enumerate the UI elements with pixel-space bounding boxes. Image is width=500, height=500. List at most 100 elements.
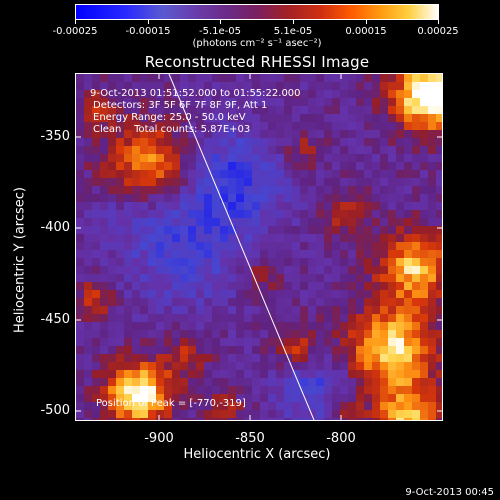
heatmap-cell (428, 98, 436, 106)
colorbar-label: 0.00025 (417, 26, 459, 37)
heatmap-cell (324, 202, 332, 210)
heatmap-cell (116, 114, 124, 122)
heatmap-cell (388, 114, 396, 122)
heatmap-cell (380, 378, 388, 386)
heatmap-cell (308, 394, 316, 402)
heatmap-cell (84, 402, 92, 410)
heatmap-cell (300, 250, 308, 258)
heatmap-cell (412, 154, 420, 162)
heatmap-cell (260, 114, 268, 122)
heatmap-cell (284, 98, 292, 106)
heatmap-cell (132, 194, 140, 202)
heatmap-cell (388, 234, 396, 242)
heatmap-cell (100, 138, 108, 146)
heatmap-cell (204, 378, 212, 386)
heatmap-cell (164, 82, 172, 90)
heatmap-cell (172, 130, 180, 138)
heatmap-cell (212, 386, 220, 394)
heatmap-cell (404, 370, 412, 378)
heatmap-cell (412, 146, 420, 154)
heatmap-cell (204, 314, 212, 322)
heatmap-cell (92, 90, 100, 98)
heatmap-cell (108, 346, 116, 354)
heatmap-cell (332, 410, 340, 418)
heatmap-cell (340, 298, 348, 306)
heatmap-cell (116, 106, 124, 114)
heatmap-cell (340, 186, 348, 194)
heatmap-cell (132, 362, 140, 370)
heatmap-cell (140, 170, 148, 178)
heatmap-cell (156, 394, 164, 402)
heatmap-cell (188, 162, 196, 170)
heatmap-cell (212, 418, 220, 420)
heatmap-cell (164, 394, 172, 402)
heatmap-cell (356, 418, 364, 420)
heatmap-cell (196, 418, 204, 420)
heatmap-cell (428, 298, 436, 306)
heatmap-cell (196, 226, 204, 234)
heatmap-cell (292, 218, 300, 226)
heatmap-cell (76, 330, 84, 338)
heatmap-cell (132, 354, 140, 362)
heatmap-cell (228, 74, 236, 82)
heatmap-cell (116, 138, 124, 146)
heatmap-cell (180, 186, 188, 194)
heatmap-cell (228, 330, 236, 338)
heatmap-cell (124, 362, 132, 370)
heatmap-cell (420, 378, 428, 386)
heatmap-cell (436, 346, 442, 354)
heatmap-cell (396, 402, 404, 410)
heatmap-cell (364, 178, 372, 186)
heatmap-cell (132, 90, 140, 98)
heatmap-cell (76, 130, 84, 138)
heatmap-cell (76, 298, 84, 306)
heatmap-cell (436, 250, 442, 258)
heatmap-cell (220, 402, 228, 410)
heatmap-cell (244, 322, 252, 330)
heatmap-cell (156, 74, 164, 82)
heatmap-cell (124, 378, 132, 386)
heatmap-cell (84, 218, 92, 226)
heatmap-cell (172, 98, 180, 106)
heatmap-cell (372, 362, 380, 370)
heatmap-cell (284, 338, 292, 346)
heatmap-cell (372, 354, 380, 362)
heatmap-cell (236, 338, 244, 346)
heatmap-cell (316, 290, 324, 298)
heatmap-cell (380, 338, 388, 346)
heatmap-cell (180, 370, 188, 378)
heatmap-cell (228, 290, 236, 298)
heatmap-cell (124, 146, 132, 154)
colorbar-tick (293, 20, 294, 24)
heatmap-cell (132, 106, 140, 114)
heatmap-cell (348, 362, 356, 370)
heatmap-cell (348, 258, 356, 266)
heatmap-cell (196, 402, 204, 410)
heatmap-cell (108, 322, 116, 330)
heatmap-cell (284, 138, 292, 146)
heatmap-cell (92, 402, 100, 410)
heatmap-cell (284, 114, 292, 122)
heatmap-cell (172, 178, 180, 186)
heatmap-cell (300, 330, 308, 338)
heatmap-cell (420, 178, 428, 186)
heatmap-cell (156, 322, 164, 330)
heatmap-layer (76, 74, 442, 420)
heatmap-cell (204, 98, 212, 106)
heatmap-cell (100, 370, 108, 378)
heatmap-cell (100, 154, 108, 162)
heatmap-cell (236, 378, 244, 386)
heatmap-cell (196, 274, 204, 282)
heatmap-cell (364, 218, 372, 226)
heatmap-cell (300, 298, 308, 306)
heatmap-cell (148, 274, 156, 282)
heatmap-cell (204, 290, 212, 298)
heatmap-cell (252, 370, 260, 378)
heatmap-cell (84, 170, 92, 178)
heatmap-cell (252, 346, 260, 354)
heatmap-cell (180, 202, 188, 210)
heatmap-cell (220, 258, 228, 266)
heatmap-cell (388, 210, 396, 218)
heatmap-cell (380, 386, 388, 394)
heatmap-cell (260, 394, 268, 402)
